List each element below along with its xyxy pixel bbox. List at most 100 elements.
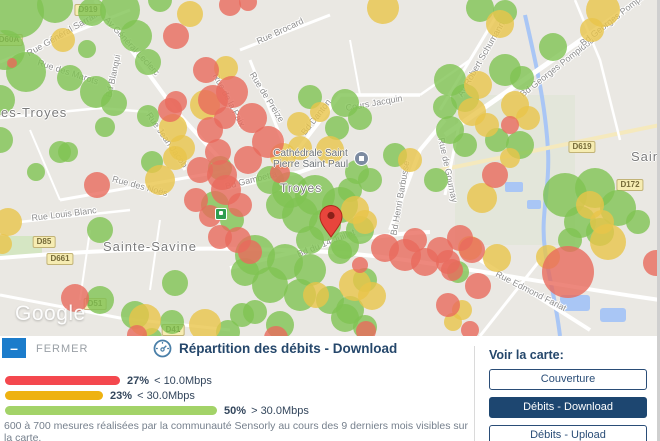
measurement-circle-g	[86, 286, 114, 314]
map-type-button-d-bits-download[interactable]: Débits - Download	[489, 397, 647, 418]
measurement-circle-g	[358, 168, 382, 192]
sidebar-heading: Voir la carte:	[489, 348, 564, 362]
measurement-circle-y	[590, 224, 626, 260]
measurement-circle-y	[358, 282, 386, 310]
measurement-circle-g	[626, 210, 650, 234]
measurement-circle-y	[163, 146, 187, 170]
measurement-circle-r	[542, 246, 594, 298]
measurement-circle-g	[453, 133, 477, 157]
measurement-circle-y	[353, 210, 377, 234]
measurement-circle-g	[87, 217, 113, 243]
measurement-circle-g	[162, 270, 188, 296]
measurement-circle-r	[436, 293, 460, 317]
measurement-circle-g	[252, 267, 288, 303]
measurement-circle-r	[187, 157, 213, 183]
measurement-circle-r	[403, 228, 427, 252]
measurement-circle-r	[216, 76, 248, 108]
measurement-circle-r	[501, 116, 519, 134]
close-panel-label[interactable]: FERMER	[36, 343, 89, 355]
measurement-circle-r	[461, 321, 479, 336]
measurement-circle-y	[398, 148, 422, 172]
map-type-button-couverture[interactable]: Couverture	[489, 369, 647, 390]
road-shield: D619	[568, 141, 596, 153]
measurement-circle-r	[459, 237, 485, 263]
legend-label: 27% < 10.0Mbps	[127, 374, 212, 387]
map-canvas[interactable]: Rue Général SarrailAv Général LeclercRue…	[0, 0, 657, 336]
measurement-circle-g	[294, 254, 326, 286]
measurement-circle-r	[7, 58, 17, 68]
measurement-circle-g	[148, 0, 172, 12]
measurement-circle-r	[356, 321, 376, 336]
speed-legend: 27% < 10.0Mbps 23% < 30.0Mbps 50% > 30.0Mb…	[5, 373, 470, 418]
legend-bar	[5, 406, 217, 415]
pond	[600, 308, 626, 322]
map-type-sidebar: Voir la carte: Couverture Débits - Downlo…	[489, 336, 649, 441]
measurement-circle-r	[127, 325, 147, 336]
measurement-circle-r	[465, 273, 491, 299]
legend-label: 50% > 30.0Mbps	[224, 404, 309, 417]
measurement-circle-g	[120, 20, 152, 52]
map-type-button-d-bits-upload[interactable]: Débits - Upload	[489, 425, 647, 441]
legend-bar	[5, 376, 120, 385]
measurement-circle-y	[475, 113, 499, 137]
measurement-circle-r	[239, 0, 257, 11]
measurement-circle-g	[510, 66, 534, 90]
measurement-circle-y	[580, 18, 604, 42]
google-maps-logo: Google	[15, 302, 86, 325]
measurement-circle-g	[338, 178, 362, 202]
measurement-circle-r	[352, 257, 368, 273]
measurement-circle-r	[61, 284, 89, 312]
pond	[505, 182, 523, 192]
measurement-circle-y	[51, 28, 75, 52]
measurement-circle-y	[145, 165, 175, 195]
panel-title-text: Répartition des débits - Download	[179, 341, 398, 356]
measurement-circle-y	[367, 0, 399, 24]
measurement-circle-y	[310, 102, 330, 122]
measurement-circle-g	[296, 226, 324, 254]
measurement-circle-y	[500, 148, 520, 168]
measurement-circle-g	[466, 0, 494, 22]
bottom-panel: – FERMER Répartition des débits - Downlo…	[0, 336, 657, 441]
measurement-circle-y	[177, 1, 203, 27]
measurement-circle-g	[27, 163, 45, 181]
measurement-circle-g	[101, 90, 127, 116]
measurement-circle-r	[84, 172, 110, 198]
measurement-circle-r	[482, 162, 508, 188]
measurement-circle-g	[49, 141, 71, 163]
measurement-circle-r	[234, 146, 262, 174]
road-shield: D85	[32, 236, 56, 248]
measurement-circle-g	[539, 33, 567, 61]
measurement-circle-g	[331, 304, 359, 332]
measurement-circle-y	[467, 183, 497, 213]
measurement-circle-g	[95, 117, 115, 137]
measurement-circle-g	[160, 310, 184, 334]
measurement-circle-y	[287, 112, 311, 136]
measurement-circle-g	[325, 116, 349, 140]
speed-gauge-icon	[153, 339, 172, 358]
measurement-circle-r	[270, 163, 290, 183]
minimize-button[interactable]: –	[2, 338, 26, 358]
legend-row: 23% < 30.0Mbps	[5, 388, 470, 403]
measurement-circle-r	[214, 107, 236, 129]
measurement-circle-g	[0, 0, 44, 38]
measurement-circle-r	[237, 103, 267, 133]
map-marker-pin[interactable]	[319, 205, 343, 238]
measurement-circle-r	[238, 240, 262, 264]
legend-row: 27% < 10.0Mbps	[5, 373, 470, 388]
measurement-circle-r	[158, 98, 182, 122]
measurement-circle-y	[189, 309, 221, 336]
measurement-circle-g	[78, 0, 106, 26]
measurement-circle-g	[433, 95, 457, 119]
measurement-circle-g	[37, 0, 73, 23]
panel-title: Répartition des débits - Download	[153, 339, 397, 358]
measurement-circle-g	[328, 240, 352, 264]
measurement-circle-g	[266, 191, 294, 219]
measurement-circle-g	[78, 40, 96, 58]
measurement-circle-r	[199, 205, 221, 227]
measurement-circle-r	[219, 0, 241, 16]
legend-row: 50% > 30.0Mbps	[5, 403, 470, 418]
measurement-circle-r	[208, 225, 232, 249]
map-type-buttons: Couverture Débits - Download Débits - Uplo…	[489, 369, 649, 441]
measurement-circle-y	[444, 313, 462, 331]
